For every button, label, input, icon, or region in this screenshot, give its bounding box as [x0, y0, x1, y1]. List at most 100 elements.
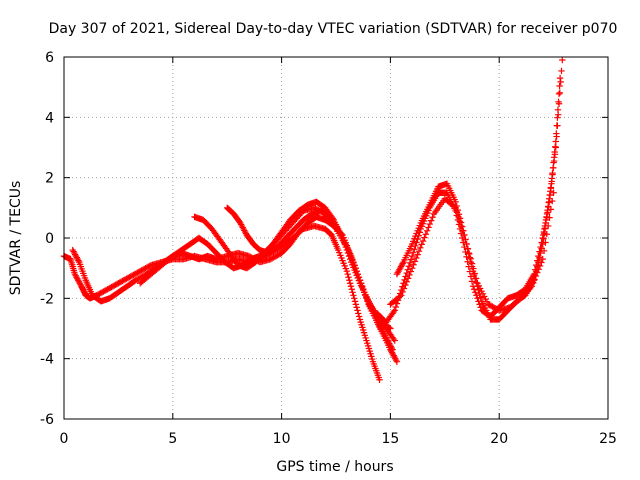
chart-title: Day 307 of 2021, Sidereal Day-to-day VTE… — [49, 21, 618, 37]
data-point-marker — [393, 358, 401, 365]
data-point-marker — [556, 89, 564, 97]
data-point-marker — [544, 222, 552, 230]
data-point-marker — [356, 277, 364, 284]
data-point-marker — [534, 269, 541, 276]
data-point-marker — [471, 270, 478, 277]
data-point-marker — [547, 206, 555, 213]
data-point-marker — [547, 185, 555, 192]
data-point-marker — [543, 231, 550, 238]
data-point-marker — [452, 198, 459, 205]
data-point-marker — [421, 234, 428, 241]
data-point-marker — [405, 263, 413, 270]
data-point-marker — [455, 213, 462, 221]
data-point-marker — [355, 310, 362, 317]
data-point-marker — [407, 268, 414, 275]
data-point-marker — [411, 246, 418, 253]
data-point-marker — [353, 304, 360, 311]
x-tick-label: 20 — [490, 431, 508, 447]
data-point-marker — [460, 231, 468, 239]
data-point-marker — [352, 264, 359, 272]
data-point-marker — [354, 307, 361, 314]
y-tick-label: -2 — [40, 291, 54, 307]
data-point-marker — [462, 236, 469, 243]
data-point-marker — [391, 307, 398, 314]
data-point-marker — [355, 274, 363, 281]
x-tick-label: 15 — [381, 431, 399, 447]
y-tick-label: 2 — [45, 171, 54, 187]
data-point-marker — [349, 289, 356, 296]
data-point-marker — [548, 178, 555, 185]
data-point-marker — [352, 301, 360, 308]
x-tick-label: 0 — [60, 431, 69, 447]
data-point-marker — [404, 275, 412, 282]
x-axis-label: GPS time / hours — [276, 459, 393, 475]
data-point-marker — [467, 273, 475, 280]
data-point-marker — [532, 272, 540, 280]
data-point-marker — [535, 266, 542, 273]
x-tick-label: 5 — [168, 431, 177, 447]
data-point-marker — [558, 67, 565, 75]
data-point-marker — [410, 249, 417, 256]
data-point-marker — [413, 239, 420, 246]
data-point-marker — [410, 261, 417, 268]
data-point-marker — [452, 204, 459, 212]
data-point-marker — [544, 209, 551, 216]
y-tick-label: 0 — [45, 231, 54, 247]
data-point-marker — [546, 214, 553, 221]
data-point-marker — [537, 249, 544, 257]
data-point-marker — [473, 292, 480, 299]
data-point-marker — [531, 276, 538, 283]
data-point-marker — [354, 271, 361, 278]
data-point-marker — [546, 191, 554, 199]
data-point-marker — [527, 284, 534, 291]
data-point-marker — [351, 298, 359, 305]
data-point-marker — [554, 122, 561, 129]
data-point-marker — [376, 376, 383, 383]
data-point-marker — [428, 217, 435, 224]
data-point-marker — [344, 271, 351, 278]
data-point-marker — [468, 260, 476, 267]
data-point-marker — [477, 304, 484, 311]
data-point-marker — [540, 247, 548, 255]
data-point-marker — [426, 220, 434, 228]
data-point-marker — [419, 237, 427, 245]
data-point-marker — [530, 279, 537, 287]
data-point-marker — [413, 254, 420, 262]
data-point-marker — [396, 293, 404, 300]
data-point-marker — [538, 259, 545, 266]
data-point-marker — [453, 209, 461, 216]
data-point-marker — [406, 271, 413, 279]
data-point-marker — [347, 283, 355, 290]
data-point-marker — [414, 251, 421, 258]
data-point-marker — [358, 283, 366, 290]
data-point-marker — [552, 144, 559, 151]
data-point-marker — [399, 288, 406, 296]
data-points — [60, 56, 566, 383]
data-point-marker — [553, 133, 560, 140]
data-point-marker — [546, 198, 553, 205]
data-point-marker — [417, 244, 424, 252]
data-point-marker — [411, 258, 419, 265]
x-tick-label: 25 — [599, 431, 617, 447]
data-point-marker — [391, 337, 398, 344]
data-point-marker — [550, 189, 557, 196]
data-point-marker — [392, 303, 400, 311]
data-point-marker — [403, 278, 410, 285]
data-point-marker — [467, 255, 474, 262]
data-point-marker — [549, 197, 556, 205]
data-point-marker — [536, 262, 544, 270]
data-point-marker — [551, 151, 559, 158]
data-point-marker — [75, 257, 82, 264]
data-point-marker — [333, 224, 341, 231]
data-point-marker — [554, 114, 561, 121]
data-point-marker — [550, 164, 557, 172]
data-point-marker — [348, 286, 355, 293]
data-point-marker — [418, 241, 425, 248]
y-tick-label: -4 — [40, 352, 54, 368]
axis-ticks: 0 5 10 15 20 25 -6 -4 -2 0 2 4 6 — [40, 50, 617, 447]
data-point-marker — [549, 171, 556, 178]
data-point-marker — [346, 280, 354, 287]
data-point-marker — [402, 281, 409, 289]
data-point-marker — [346, 277, 353, 284]
data-point-marker — [390, 335, 397, 343]
